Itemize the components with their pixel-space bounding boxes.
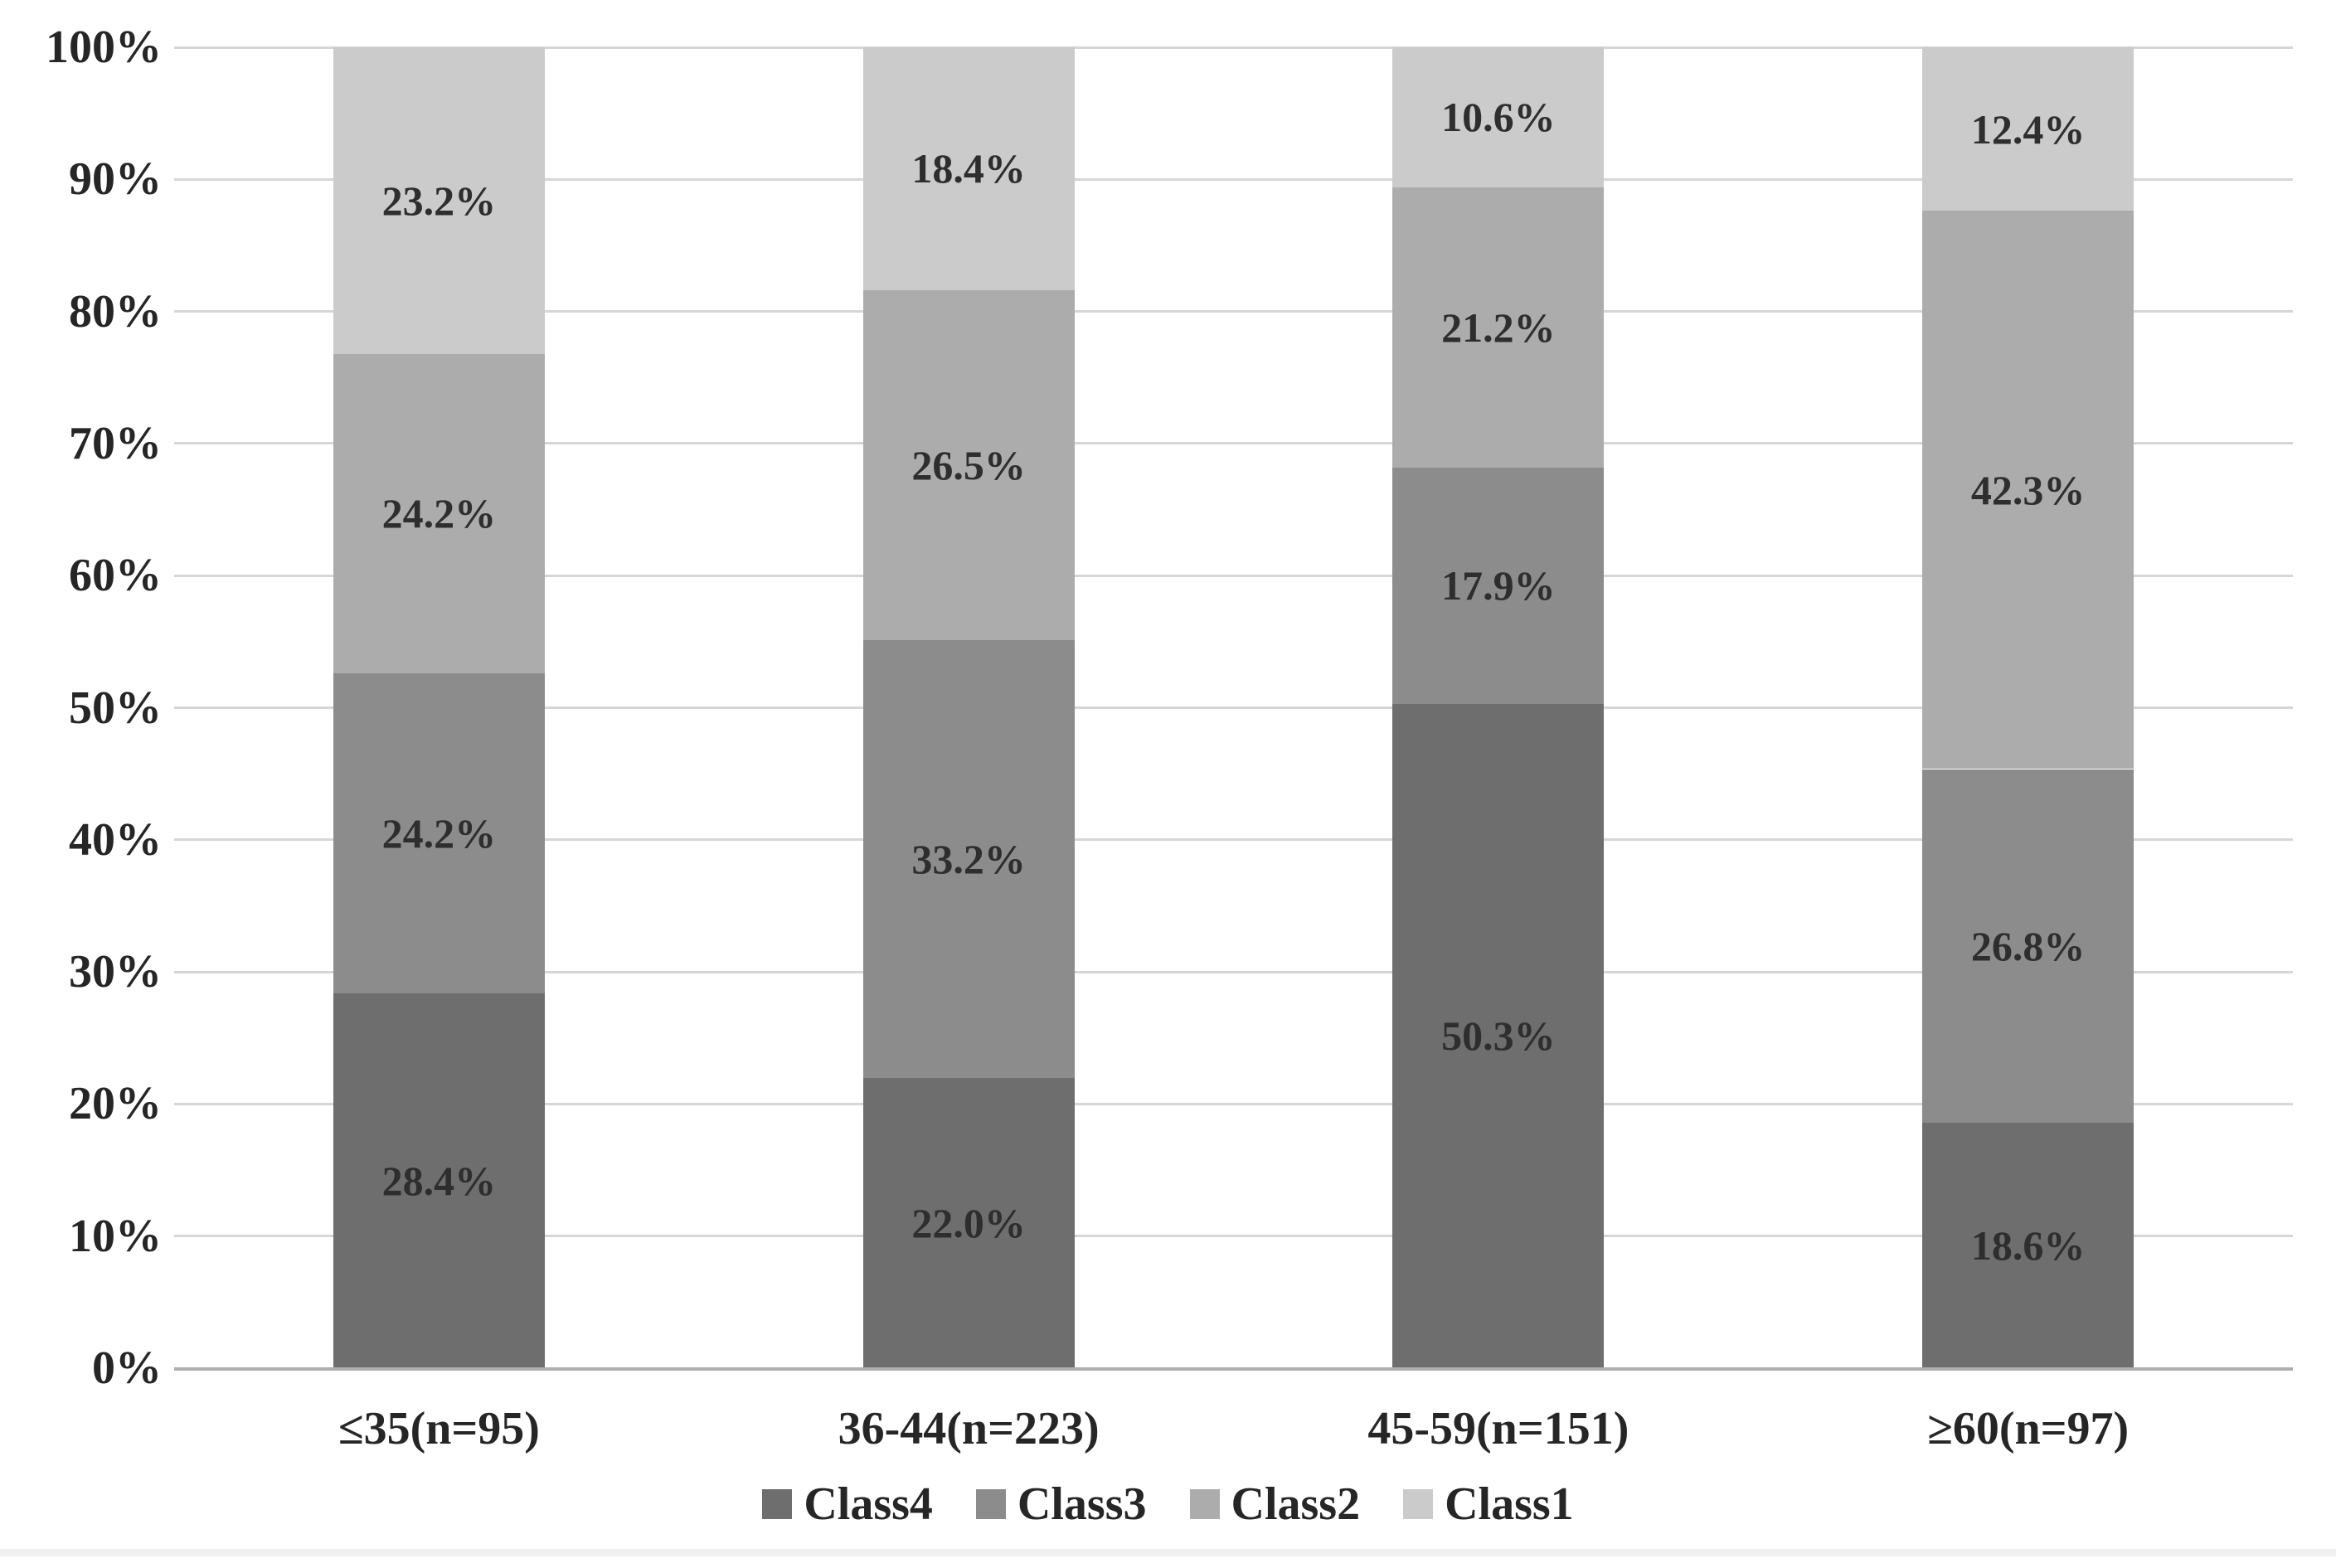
bar-segment-class4	[1922, 1122, 2134, 1368]
bar-segment-class3	[1392, 467, 1605, 704]
gridline	[174, 574, 2293, 577]
data-label: 17.9%	[1441, 562, 1556, 609]
legend-swatch-class1-icon	[1403, 1489, 1434, 1519]
bar-segment-class2	[862, 289, 1075, 640]
data-label: 24.2%	[381, 809, 497, 857]
data-label: 50.3%	[1441, 1012, 1556, 1060]
y-tick-label: 100%	[46, 22, 162, 73]
scan-artifact-streak	[0, 1549, 2336, 1556]
legend-label: Class4	[804, 1478, 933, 1530]
gridline	[174, 177, 2293, 181]
legend-swatch-class3-icon	[975, 1489, 1006, 1519]
bar-segment-class1	[862, 47, 1075, 290]
data-label: 26.5%	[911, 441, 1026, 488]
x-axis-line	[174, 1367, 2293, 1371]
gridline	[174, 1102, 2293, 1105]
bar-segment-class3	[862, 639, 1075, 1078]
y-tick-label: 60%	[69, 550, 162, 602]
gridline	[174, 46, 2293, 49]
y-tick-label: 40%	[69, 813, 162, 866]
gridline	[174, 310, 2293, 313]
gridline	[174, 1235, 2293, 1238]
bar-segment-class1	[333, 47, 545, 354]
bar-segment-class4	[862, 1077, 1075, 1368]
gridline	[174, 970, 2293, 973]
bar-segment-class3	[1922, 769, 2134, 1123]
gridline	[174, 706, 2293, 709]
y-tick-label: 70%	[69, 417, 162, 469]
bar-segment-class1	[1922, 47, 2134, 211]
y-tick-label: 0%	[92, 1342, 162, 1394]
data-label: 18.4%	[911, 145, 1026, 192]
data-label: 12.4%	[1970, 105, 2086, 153]
bar-segment-class4	[333, 993, 545, 1368]
x-tick-label: ≤35(n=95)	[338, 1403, 540, 1454]
y-tick-label: 30%	[69, 946, 162, 998]
data-label: 42.3%	[1970, 466, 2086, 513]
bar-segment-class1	[1392, 47, 1605, 187]
data-label: 18.6%	[1970, 1221, 2086, 1269]
data-label: 26.8%	[1970, 922, 2086, 969]
data-label: 28.4%	[381, 1157, 497, 1204]
data-label: 24.2%	[381, 490, 497, 537]
legend-swatch-class4-icon	[762, 1489, 793, 1519]
data-label: 10.6%	[1441, 94, 1556, 141]
legend: Class4 Class3 Class2 Class1	[0, 1478, 2336, 1531]
bar-segment-class4	[1392, 703, 1605, 1368]
data-label: 33.2%	[911, 835, 1026, 882]
legend-item-class4: Class4	[762, 1478, 933, 1531]
bar-segment-class3	[333, 673, 545, 993]
x-tick-label: ≥60(n=97)	[1927, 1403, 2130, 1454]
legend-item-class2: Class2	[1189, 1478, 1361, 1531]
legend-item-class1: Class1	[1403, 1478, 1574, 1531]
legend-swatch-class2-icon	[1189, 1489, 1220, 1519]
bar-segment-class2	[1392, 187, 1605, 468]
legend-label: Class3	[1017, 1478, 1147, 1530]
y-tick-label: 90%	[69, 153, 162, 206]
bar-segment-class2	[1922, 211, 2134, 769]
legend-label: Class2	[1231, 1478, 1361, 1530]
legend-item-class3: Class3	[975, 1478, 1147, 1531]
x-tick-label: 36-44(n=223)	[838, 1403, 1100, 1454]
legend-label: Class1	[1445, 1478, 1574, 1530]
bar-segment-class2	[333, 353, 545, 674]
y-tick-label: 10%	[69, 1210, 162, 1262]
gridline	[174, 838, 2293, 842]
data-label: 23.2%	[381, 177, 497, 224]
data-label: 22.0%	[911, 1199, 1026, 1246]
y-tick-label: 50%	[69, 682, 162, 734]
y-tick-label: 20%	[69, 1078, 162, 1130]
gridline	[174, 442, 2293, 445]
data-label: 21.2%	[1441, 303, 1556, 351]
x-tick-label: 45-59(n=151)	[1367, 1403, 1629, 1454]
y-tick-label: 80%	[69, 285, 162, 337]
